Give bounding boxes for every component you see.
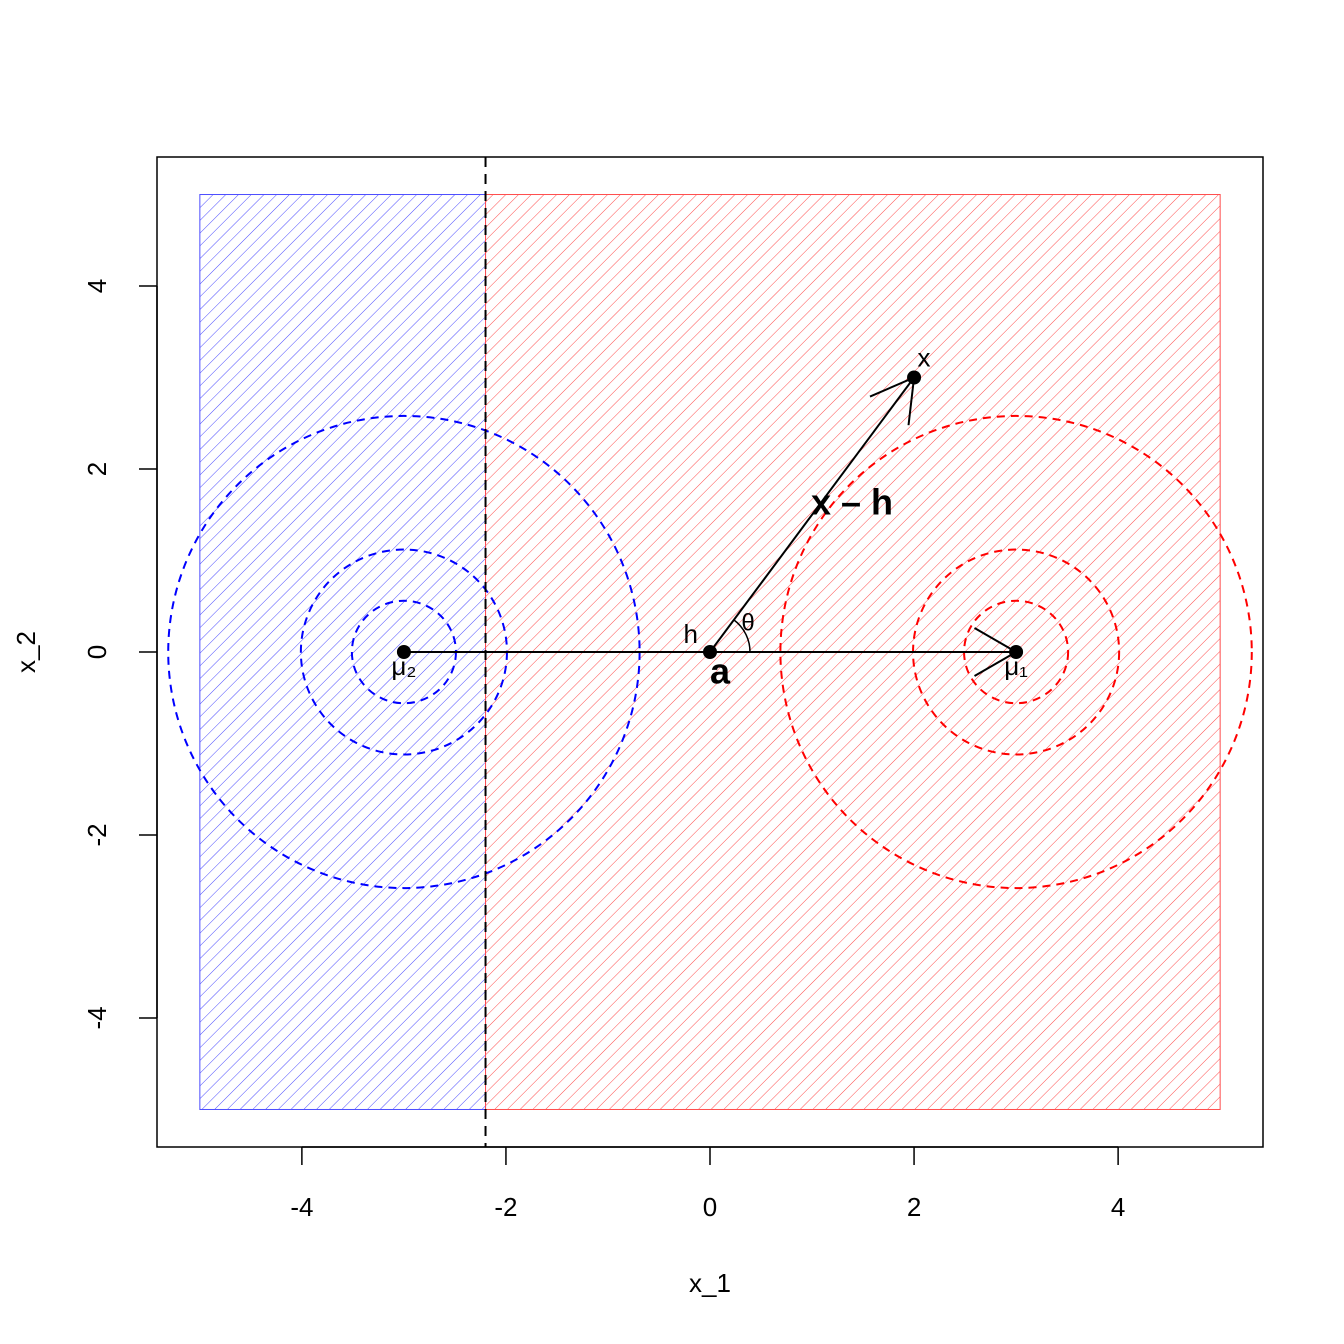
x-tick-label: -4 [290,1192,313,1222]
y-tick-label: -4 [82,1006,112,1029]
y-axis-label: x_2 [11,631,41,673]
point-label: h [684,619,698,649]
arrow-head [869,376,915,398]
contour [779,414,1253,890]
annotation: x – h [811,481,893,522]
x-tick-label: -2 [494,1192,517,1222]
point-label: μ₂ [391,651,416,681]
y-tick-label: -2 [82,823,112,846]
x-tick-label: 4 [1111,1192,1125,1222]
arrow-head [974,651,1017,677]
point [396,645,411,659]
angle-arc [733,619,751,653]
x-tick-label: 2 [907,1192,921,1222]
arrow-head [907,377,916,426]
point [1009,645,1024,659]
point [907,370,922,385]
arrow [709,376,915,653]
x-axis-label: x_1 [689,1268,731,1298]
annotation: θ [741,609,754,636]
x-tick-label: 0 [703,1192,717,1222]
point-label: x [918,342,931,372]
y-tick-label: 0 [82,645,112,659]
point [703,645,717,659]
annotation: a [710,651,731,692]
y-tick-label: 2 [82,462,112,476]
point-label: μ₁ [1004,651,1028,681]
arrow-head [974,627,1017,653]
y-tick-label: 4 [82,279,112,293]
